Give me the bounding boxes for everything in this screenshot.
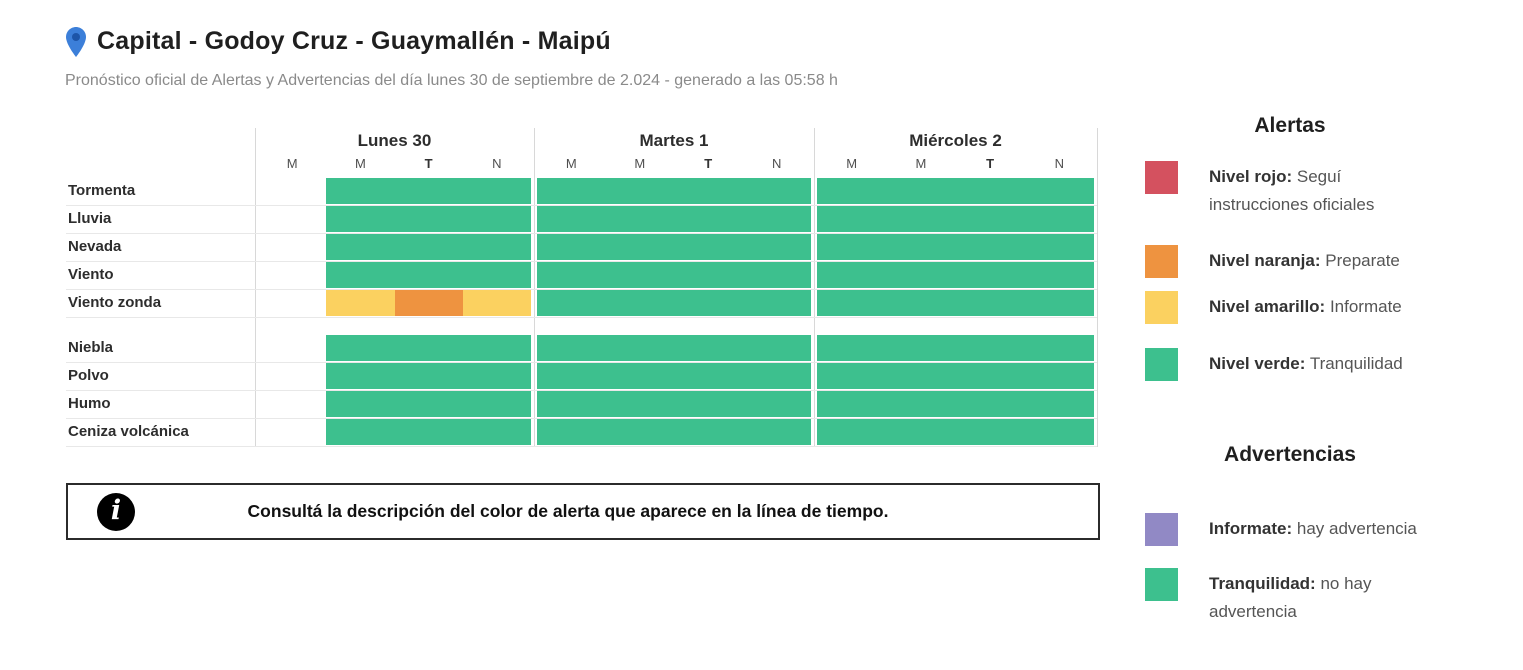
timeline-cell[interactable]	[537, 419, 811, 445]
timeline-cell[interactable]	[326, 391, 531, 417]
info-icon: i	[97, 493, 135, 531]
period-label: M	[846, 156, 858, 171]
legend-item-text: Nivel naranja: Preparate	[1209, 251, 1400, 270]
timeline-cell[interactable]	[537, 363, 811, 389]
row-label: Tormenta	[68, 182, 136, 199]
info-text: Consultá la descripción del color de ale…	[247, 501, 889, 521]
forecast-subtitle: Pronóstico oficial de Alertas y Adverten…	[65, 72, 838, 89]
orange-swatch	[1145, 245, 1178, 278]
timeline-cell[interactable]	[817, 234, 1094, 260]
row-separator-line	[66, 289, 1097, 290]
info-box: i Consultá la descripción del color de a…	[66, 483, 1100, 540]
row-label: Viento zonda	[68, 294, 162, 311]
legend-item-text: Nivel verde: Tranquilidad	[1209, 354, 1403, 373]
timeline-cell[interactable]	[326, 335, 531, 361]
legend-item-text: Nivel amarillo: Informate	[1209, 297, 1402, 316]
row-separator-line	[66, 205, 1097, 206]
legend-item-text: Nivel rojo: Seguí instrucciones oficiale…	[1209, 167, 1375, 214]
green-swatch	[1145, 348, 1178, 381]
timeline-cell[interactable]	[817, 206, 1094, 232]
row-label: Nevada	[68, 238, 122, 255]
timeline-cell[interactable]	[537, 290, 811, 316]
timeline-cell[interactable]	[326, 262, 531, 288]
legend-item-text: Informate: hay advertencia	[1209, 519, 1417, 538]
timeline-cell[interactable]	[326, 290, 395, 316]
timeline-cell[interactable]	[817, 419, 1094, 445]
timeline-cell[interactable]	[537, 206, 811, 232]
period-label: T	[986, 156, 995, 171]
timeline-cell[interactable]	[537, 335, 811, 361]
timeline-cell[interactable]	[537, 262, 811, 288]
day-separator-line	[255, 128, 256, 447]
row-separator-line	[66, 418, 1097, 419]
row-label: Polvo	[68, 367, 109, 384]
row-label: Viento	[68, 266, 114, 283]
timeline-cell[interactable]	[817, 290, 1094, 316]
day-header: Martes 1	[639, 131, 709, 150]
timeline-cell[interactable]	[537, 234, 811, 260]
legend-item-nivel-naranja: Nivel naranja: Preparate	[1145, 245, 1490, 278]
period-label: N	[772, 156, 782, 171]
timeline-cell[interactable]	[326, 206, 531, 232]
timeline-cell[interactable]	[462, 290, 531, 316]
row-separator-line	[66, 233, 1097, 234]
legend-warnings-title: Advertencias	[1224, 443, 1356, 466]
red-swatch	[1145, 161, 1178, 194]
timeline-cell[interactable]	[537, 391, 811, 417]
page-title: Capital - Godoy Cruz - Guaymallén - Maip…	[97, 27, 611, 55]
legend-alerts-title: Alertas	[1254, 114, 1326, 137]
day-separator-line	[534, 128, 535, 447]
legend-item-nivel-amarillo: Nivel amarillo: Informate	[1145, 291, 1490, 324]
row-separator-line	[66, 362, 1097, 363]
period-label: N	[1054, 156, 1065, 171]
legend-item-text: Tranquilidad: no hay advertencia	[1209, 574, 1372, 621]
legend-item-tranquilidad: Tranquilidad: no hay advertencia	[1145, 568, 1490, 626]
period-label: M	[634, 156, 646, 171]
row-label: Niebla	[68, 339, 114, 356]
yellow-swatch	[1145, 291, 1178, 324]
timeline-cell[interactable]	[817, 262, 1094, 288]
row-separator-line	[66, 390, 1097, 391]
row-label: Lluvia	[68, 210, 112, 227]
timeline-cell[interactable]	[817, 391, 1094, 417]
timeline-cell[interactable]	[326, 234, 531, 260]
green-swatch	[1145, 568, 1178, 601]
period-label: M	[565, 156, 577, 171]
day-header: Miércoles 2	[909, 131, 1002, 150]
timeline-cell[interactable]	[326, 178, 531, 204]
timeline-cell[interactable]	[326, 363, 531, 389]
timeline-cell[interactable]	[817, 178, 1094, 204]
timeline-cell[interactable]	[817, 335, 1094, 361]
legend-item-nivel-rojo: Nivel rojo: Seguí instrucciones oficiale…	[1145, 161, 1490, 219]
day-separator-line	[814, 128, 815, 447]
row-separator-line	[66, 261, 1097, 262]
timeline-cell[interactable]	[326, 419, 531, 445]
row-label: Ceniza volcánica	[68, 423, 189, 440]
period-label: N	[492, 156, 502, 171]
timeline-cell[interactable]	[537, 178, 811, 204]
day-header: Lunes 30	[357, 131, 432, 150]
row-label: Humo	[68, 395, 111, 412]
timeline-cell[interactable]	[394, 290, 463, 316]
period-label: T	[424, 156, 433, 171]
period-label: M	[286, 156, 298, 171]
timeline-cell[interactable]	[817, 363, 1094, 389]
row-separator-line	[66, 446, 1097, 447]
legend-item-nivel-verde: Nivel verde: Tranquilidad	[1145, 348, 1490, 381]
location-pin-icon	[66, 27, 86, 57]
period-label: M	[354, 156, 366, 171]
period-label: M	[915, 156, 927, 171]
purple-swatch	[1145, 513, 1178, 546]
legend-item-informate: Informate: hay advertencia	[1145, 513, 1490, 546]
row-separator-line	[66, 317, 1097, 318]
period-label: T	[704, 156, 713, 171]
day-separator-line	[1097, 128, 1098, 447]
